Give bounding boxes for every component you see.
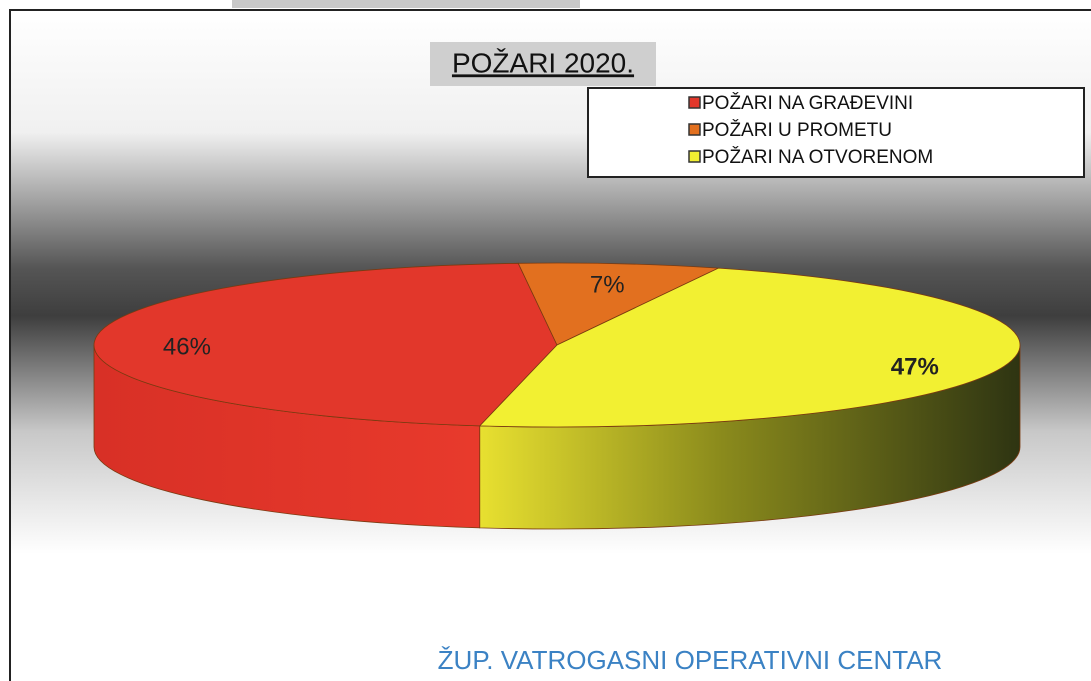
legend-marker [688, 150, 701, 163]
legend-label: POŽARI NA GRAĐEVINI [702, 92, 913, 114]
pie: 46% 7% 47% [93, 262, 1021, 530]
chart-title: POŽARI 2020. [452, 47, 634, 78]
data-label: 46% [163, 334, 211, 361]
legend-label: POŽARI NA OTVORENOM [702, 146, 933, 168]
slice [93, 262, 558, 427]
legend-label: POŽARI U PROMETU [702, 119, 892, 141]
slice [478, 267, 1021, 428]
footer: ŽUP. VATROGASNI OPERATIVNI CENTAR [438, 645, 943, 675]
data-label: 47% [891, 353, 939, 380]
cut-off-box [232, 0, 580, 8]
legend-marker [688, 96, 701, 109]
legend-box [587, 87, 1085, 178]
legend-marker [688, 123, 701, 136]
title-box [430, 42, 656, 86]
data-label: 7% [590, 271, 625, 298]
slice [517, 262, 720, 346]
